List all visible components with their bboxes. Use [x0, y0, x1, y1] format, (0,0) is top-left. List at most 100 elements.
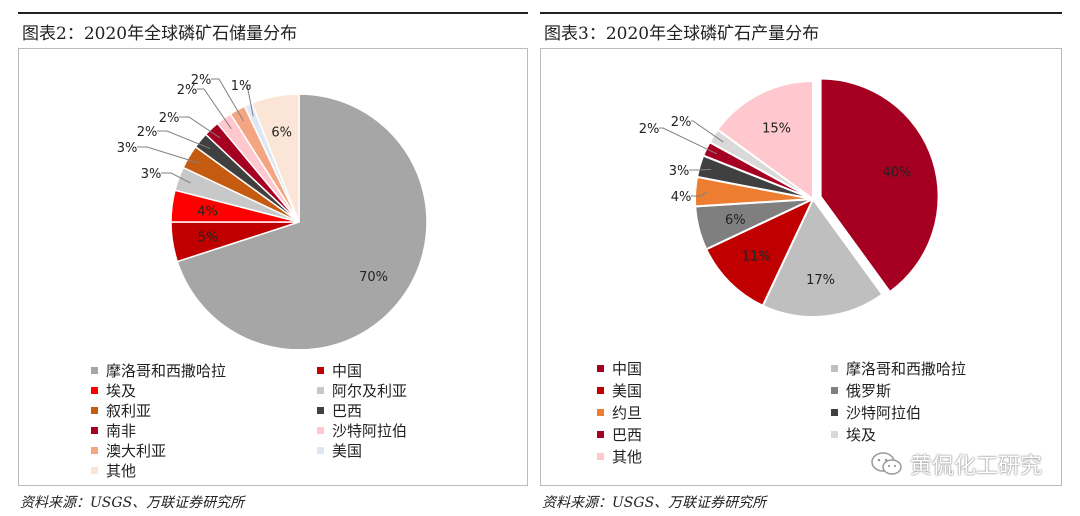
production-legend-swatch-3	[831, 387, 838, 394]
reserves-legend-swatch-10	[91, 467, 98, 474]
production-leader-line-6	[659, 127, 718, 155]
reserves-legend-label-6: 南非	[106, 422, 137, 440]
reserves-legend-item-7: 沙特阿拉伯	[317, 421, 407, 441]
reserves-title-row: 图表2：2020年全球磷矿石储量分布	[18, 12, 528, 49]
production-legend-swatch-2	[597, 387, 604, 394]
production-legend-label-2: 美国	[612, 382, 643, 400]
reserves-leader-line-6	[179, 116, 221, 139]
watermark: 黄侃化工研究	[870, 448, 1042, 480]
reserves-legend-swatch-0	[91, 367, 98, 374]
reserves-leader-line-8	[211, 78, 244, 122]
reserves-data-label-4: 3%	[117, 141, 138, 156]
production-data-label-0: 40%	[882, 166, 911, 181]
reserves-legend-swatch-9	[317, 447, 324, 454]
reserves-source: 资料来源：USGS、万联证券研究所	[20, 495, 245, 511]
reserves-leader-line-7	[197, 88, 232, 130]
production-legend-label-8: 其他	[612, 448, 643, 466]
production-data-label-6: 2%	[639, 122, 660, 137]
production-legend-label-5: 沙特阿拉伯	[846, 404, 922, 422]
production-slice-0	[819, 77, 940, 294]
reserves-legend-label-0: 摩洛哥和西撒哈拉	[106, 362, 227, 380]
reserves-data-label-3: 3%	[141, 167, 162, 182]
reserves-slice-0	[176, 93, 428, 349]
reserves-legend-item-10: 其他	[91, 461, 136, 481]
production-data-label-8: 15%	[762, 122, 791, 137]
reserves-legend-swatch-1	[317, 367, 324, 374]
reserves-legend-label-9: 美国	[332, 442, 363, 460]
reserves-leader-line-4	[137, 146, 200, 164]
production-leader-line-4	[691, 191, 708, 197]
reserves-legend-swatch-4	[91, 407, 98, 414]
reserves-data-label-8: 2%	[191, 73, 212, 88]
production-legend-item-5: 沙特阿拉伯	[831, 403, 921, 423]
production-legend-label-6: 巴西	[612, 426, 643, 444]
watermark-text: 黄侃化工研究	[909, 454, 1042, 479]
production-leader-line-5	[689, 168, 712, 171]
reserves-panel: 图表2：2020年全球磷矿石储量分布 70% 5% 4% 3% 3% 2% 2% 2% 2% 1%…	[18, 0, 528, 516]
production-legend-label-3: 俄罗斯	[846, 382, 892, 400]
reserves-title: 图表2：2020年全球磷矿石储量分布	[22, 23, 298, 44]
production-data-label-7: 2%	[671, 115, 692, 130]
reserves-legend-label-4: 叙利亚	[106, 402, 152, 420]
reserves-legend-item-4: 叙利亚	[91, 401, 151, 421]
production-slice-1	[761, 197, 884, 318]
production-slice-8	[716, 79, 814, 201]
production-legend-label-1: 摩洛哥和西撒哈拉	[846, 360, 967, 378]
production-chart-frame: 40% 17% 11% 6% 4% 3% 2% 2% 15% 中国 摩洛哥和西撒哈拉 美国 俄罗斯 约旦…	[540, 48, 1062, 486]
reserves-data-label-1: 5%	[198, 230, 219, 245]
reserves-legend-item-6: 南非	[91, 421, 136, 441]
production-legend-swatch-5	[831, 409, 838, 416]
production-legend-swatch-6	[597, 431, 604, 438]
reserves-legend-label-2: 埃及	[106, 382, 137, 400]
reserves-legend-item-9: 美国	[317, 441, 362, 461]
production-title-row: 图表3：2020年全球磷矿石产量分布	[540, 12, 1062, 49]
production-data-label-5: 3%	[669, 164, 690, 179]
reserves-chart-frame: 70% 5% 4% 3% 3% 2% 2% 2% 2% 1% 6% 摩洛哥和西撒哈拉 中国 埃及 阿尔及利…	[18, 48, 528, 486]
reserves-data-label-2: 4%	[197, 204, 218, 219]
reserves-legend-item-2: 埃及	[91, 381, 136, 401]
reserves-legend-label-5: 巴西	[332, 402, 363, 420]
production-legend-item-1: 摩洛哥和西撒哈拉	[831, 359, 966, 379]
production-source: 资料来源：USGS、万联证券研究所	[542, 495, 767, 511]
production-legend-swatch-8	[597, 453, 604, 460]
production-data-label-2: 11%	[742, 250, 771, 265]
reserves-legend-item-8: 澳大利亚	[91, 441, 166, 461]
reserves-leader-line-3	[161, 172, 191, 184]
reserves-legend-item-1: 中国	[317, 361, 362, 381]
wechat-icon	[871, 452, 902, 475]
reserves-legend-swatch-5	[317, 407, 324, 414]
reserves-legend-swatch-6	[91, 427, 98, 434]
production-pie-chart: 40% 17% 11% 6% 4% 3% 2% 2% 15%	[639, 77, 940, 318]
production-panel: 图表3：2020年全球磷矿石产量分布 40% 17% 11% 6% 4% 3% 2% 2% 15…	[540, 0, 1062, 516]
production-legend-label-7: 埃及	[846, 426, 877, 444]
reserves-slice-10	[250, 93, 300, 223]
reserves-legend-swatch-2	[91, 387, 98, 394]
reserves-leader-line-9	[246, 84, 254, 117]
reserves-legend-label-7: 沙特阿拉伯	[332, 422, 408, 440]
reserves-legend-swatch-7	[317, 427, 324, 434]
production-legend-swatch-0	[597, 365, 604, 372]
production-legend-item-7: 埃及	[831, 425, 876, 445]
production-data-label-1: 17%	[806, 273, 835, 288]
reserves-legend-swatch-8	[91, 447, 98, 454]
production-legend-label-0: 中国	[612, 360, 643, 378]
production-data-label-3: 6%	[725, 213, 746, 228]
reserves-leader-line-5	[157, 130, 211, 150]
reserves-legend-label-1: 中国	[332, 362, 363, 380]
production-legend-item-2: 美国	[597, 381, 642, 401]
production-legend-swatch-1	[831, 365, 838, 372]
reserves-legend-item-3: 阿尔及利亚	[317, 381, 407, 401]
reserves-legend-item-0: 摩洛哥和西撒哈拉	[91, 361, 226, 381]
reserves-data-label-7: 2%	[177, 83, 198, 98]
production-legend-swatch-7	[831, 431, 838, 438]
reserves-data-label-5: 2%	[137, 125, 158, 140]
reserves-data-label-6: 2%	[159, 111, 180, 126]
production-legend-item-8: 其他	[597, 447, 642, 467]
production-title: 图表3：2020年全球磷矿石产量分布	[544, 23, 820, 44]
reserves-data-label-10: 6%	[271, 125, 292, 140]
production-legend-item-3: 俄罗斯	[831, 381, 891, 401]
reserves-legend-item-5: 巴西	[317, 401, 362, 421]
production-slice-2	[704, 196, 816, 308]
production-data-label-4: 4%	[671, 190, 692, 205]
reserves-data-label-9: 1%	[231, 79, 252, 94]
